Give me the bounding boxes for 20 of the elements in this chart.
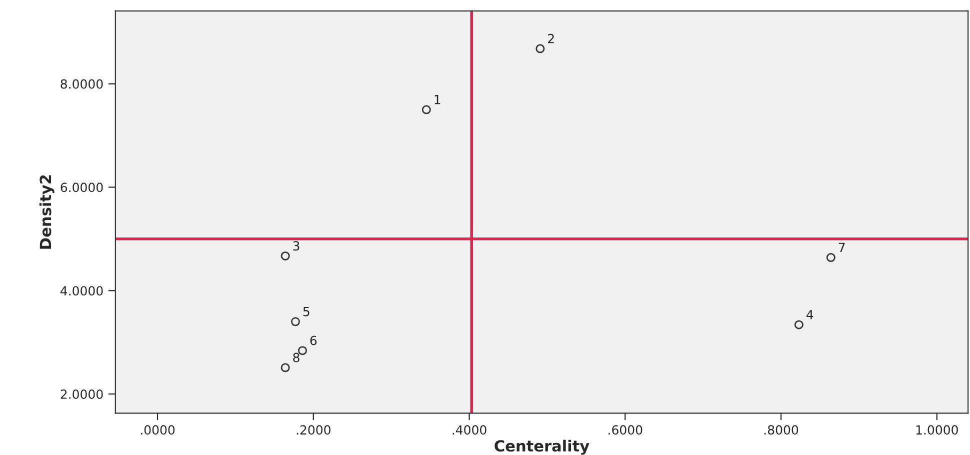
- y-tick-label: 4.0000: [60, 286, 103, 296]
- x-tick-label: .8000: [764, 425, 798, 435]
- annotation: 2: [548, 34, 554, 44]
- annotation: 7: [838, 242, 845, 252]
- x-tick-label: .6000: [608, 425, 642, 435]
- annotation: 8: [293, 352, 300, 362]
- y-tick-label: 6.0000: [60, 182, 103, 192]
- x-tick-label: .4000: [452, 425, 486, 435]
- x-tick-label: .0000: [140, 425, 175, 435]
- annotation: 1: [434, 94, 440, 104]
- y-tick-label: 8.0000: [60, 79, 103, 89]
- x-axis-title: Centerality: [494, 440, 590, 455]
- annotation: 6: [310, 336, 317, 346]
- x-tick-label: 1.0000: [916, 425, 958, 435]
- annotation: 5: [303, 306, 310, 316]
- y-tick-label: 2.0000: [60, 389, 103, 399]
- annotation: 4: [806, 310, 814, 320]
- y-axis-title: Density2: [39, 175, 54, 249]
- annotation: 3: [293, 241, 300, 251]
- x-tick-label: .2000: [296, 425, 330, 435]
